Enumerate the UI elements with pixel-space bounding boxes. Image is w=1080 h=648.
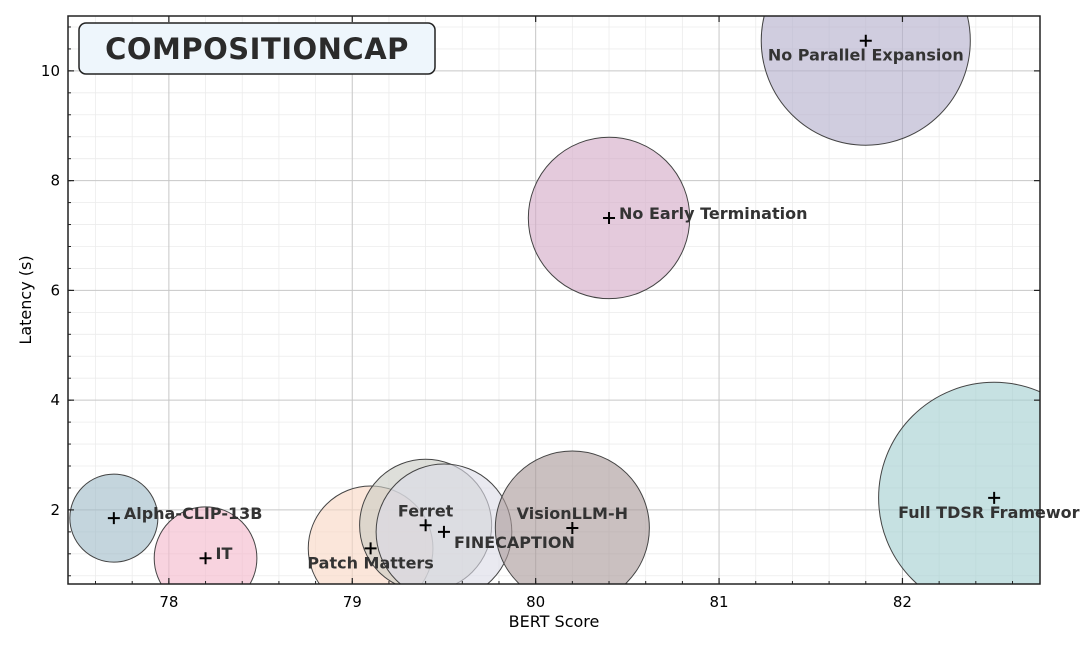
- marker-finecaption: [437, 525, 450, 538]
- marker-alpha-clip-13b: [107, 512, 120, 525]
- label-it: IT: [216, 544, 233, 563]
- marker-visionllm-h: [566, 522, 579, 535]
- y-tick-label: 4: [50, 391, 60, 409]
- marker-it: [199, 552, 212, 565]
- marker-layer: [107, 34, 1001, 565]
- marker-no-early-termination: [603, 211, 616, 224]
- chart-title: COMPOSITIONCAP: [105, 32, 409, 66]
- label-no-parallel-expansion: No Parallel Expansion: [768, 46, 964, 65]
- title-box: COMPOSITIONCAP: [78, 22, 436, 75]
- title-box-frame: [78, 22, 436, 75]
- y-tick-label: 6: [50, 281, 60, 299]
- y-axis-title: Latency (s): [16, 255, 35, 344]
- label-ferret: Ferret: [398, 501, 454, 520]
- bubble-it: [153, 506, 258, 584]
- marker-full-tdsr-framework: [988, 491, 1001, 504]
- label-alpha-clip-13b: Alpha-CLIP-13B: [124, 504, 263, 523]
- label-visionllm-h: VisionLLM-H: [517, 504, 628, 523]
- label-no-early-termination: No Early Termination: [619, 204, 807, 223]
- plot-frame: [67, 15, 1041, 585]
- x-axis-title: BERT Score: [509, 612, 600, 631]
- label-patch-matters: Patch Matters: [307, 553, 433, 572]
- y-tick-label: 8: [50, 172, 60, 190]
- label-finecaption: FINECAPTION: [454, 533, 575, 552]
- marker-no-parallel-expansion: [859, 34, 872, 47]
- point-label-layer: Alpha-CLIP-13B IT Patch Matters FerretFINEC…: [124, 46, 1080, 573]
- y-tick-label: 10: [41, 62, 60, 80]
- bubble-layer: [69, 16, 1040, 584]
- x-tick-label: 78: [159, 593, 178, 611]
- y-tick-label: 2: [50, 501, 60, 519]
- x-tick-label: 82: [893, 593, 912, 611]
- bubble-no-parallel-expansion: [760, 16, 971, 146]
- label-full-tdsr-framework: Full TDSR Framework: [898, 503, 1080, 522]
- x-tick-label: 79: [343, 593, 362, 611]
- marker-patch-matters: [364, 542, 377, 555]
- tick-layer: 78 79 80 81 82 2 4 6 8 10: [41, 16, 1040, 611]
- x-tick-label: 80: [526, 593, 545, 611]
- x-tick-label: 81: [710, 593, 729, 611]
- bubble-visionllm-h: [494, 450, 650, 584]
- marker-ferret: [419, 519, 432, 532]
- bubble-full-tdsr-framework: [878, 381, 1040, 584]
